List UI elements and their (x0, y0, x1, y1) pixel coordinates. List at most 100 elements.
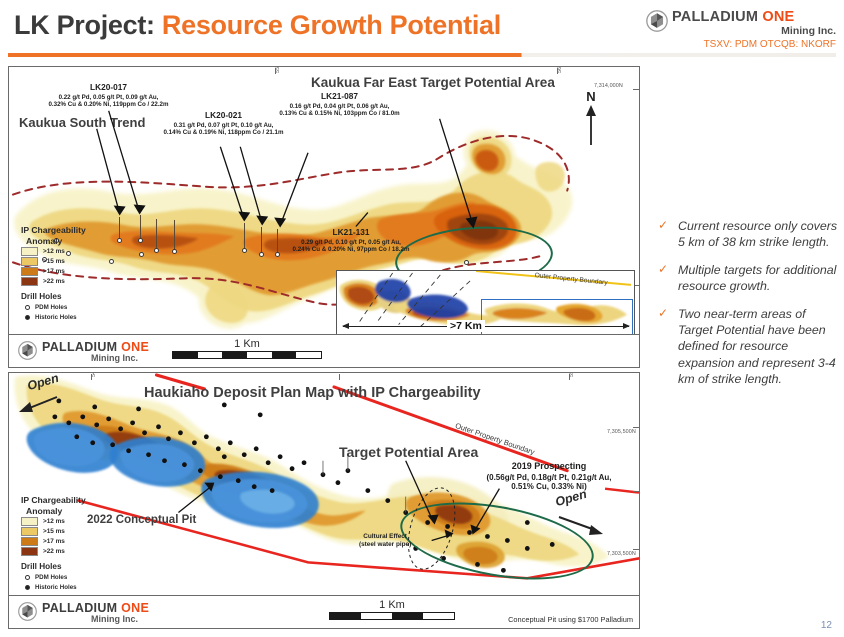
drill-hole-stem (140, 215, 141, 238)
check-icon: ✓ (658, 261, 669, 276)
kaukua-map-panel[interactable]: Kaukua Far East Target Potential Area Ka… (8, 66, 640, 368)
check-icon: ✓ (658, 305, 669, 320)
ticker-symbols: TSXV: PDM OTCQB: NKORF (703, 39, 836, 50)
brand-subtitle: Mining Inc. (781, 25, 836, 37)
drill-hole-stem (277, 229, 278, 253)
frame-tick (91, 374, 92, 380)
scale-bar-graphic (329, 612, 455, 620)
drill-hole-marker[interactable] (154, 248, 159, 253)
list-item: ✓ Current resource only covers 5 km of 3… (652, 218, 842, 251)
haukiaho-ip-chargeability-raster (14, 375, 610, 569)
brand-logo: PALLADIUM ONE Mining Inc. TSXV: PDM OTCQ… (646, 8, 836, 54)
frame-tick (633, 285, 639, 286)
legend-drill-row: Historic Holes (21, 314, 86, 321)
frame-tick (633, 491, 639, 492)
scale-label: 1 Km (234, 338, 260, 350)
inset-property-boundary-line (475, 271, 632, 286)
drill-hole-marker[interactable] (259, 252, 264, 257)
drill-hole-marker[interactable] (139, 252, 144, 257)
drill-hole-marker[interactable] (172, 249, 177, 254)
inset-dimension-label: >7 Km (447, 320, 485, 332)
annotation-leader-lines (96, 110, 478, 229)
scale-bar-top: 1 Km (172, 338, 322, 359)
scale-label: 1 Km (379, 599, 405, 611)
drill-hole-marker[interactable] (275, 252, 280, 257)
haukiaho-drill-holes (52, 398, 555, 573)
key-points-list: ✓ Current resource only covers 5 km of 3… (652, 218, 842, 399)
frame-tick (569, 374, 570, 380)
drill-hole-marker[interactable] (138, 238, 143, 243)
frame-tick (633, 89, 639, 90)
drill-hole-stem (174, 220, 175, 250)
inset-dimension-arrow (342, 323, 630, 329)
legend-swatch (21, 537, 38, 546)
drill-hole-marker[interactable] (109, 259, 114, 264)
frame-tick (339, 374, 340, 380)
list-item-text: Multiple targets for additional resource… (678, 262, 837, 294)
pdm-hole-icon (25, 575, 30, 581)
conceptual-pit-label: 2022 Conceptual Pit (87, 514, 197, 526)
legend-drill-row: PDM Holes (21, 574, 86, 581)
legend-swatch (21, 277, 38, 286)
north-arrow: N (581, 89, 601, 151)
ip-chargeability-legend-top: IP Chargeability Anomaly >12 ms >15 ms >… (21, 225, 86, 321)
historic-hole-icon (25, 585, 30, 591)
coord-label-north-bottom: 7,303,500N (607, 551, 636, 557)
ip-chargeability-legend-bottom: IP Chargeability Anomaly >12 ms >15 ms >… (21, 495, 86, 591)
regional-inset-map[interactable]: Outer Property Boundary >7 Km (336, 270, 635, 336)
kaukua-ip-chargeability-raster (14, 130, 573, 329)
north-label: N (586, 89, 596, 104)
legend-class-row: >15 ms (21, 257, 86, 267)
brand-name: PALLADIUM ONE (672, 9, 795, 25)
frame-tick (633, 427, 639, 428)
palladium-logo-icon (18, 602, 37, 621)
palladium-logo-icon (18, 341, 37, 360)
legend-class-row: >22 ms (21, 547, 86, 557)
hole-label-lk21-131: LK21-131 0.29 g/t Pd, 0.10 g/t Pt, 0.05 … (292, 227, 410, 254)
pdm-hole-icon (25, 305, 30, 311)
kaukua-far-east-title: Kaukua Far East Target Potential Area (311, 75, 555, 90)
inset-highlight-box (481, 299, 633, 335)
list-item: ✓ Two near-term areas of Target Potentia… (652, 306, 842, 388)
drill-hole-marker[interactable] (242, 248, 247, 253)
hole-label-lk21-087: LK21-087 0.16 g/t Pd, 0.04 g/t Pt, 0.06 … (279, 91, 400, 118)
legend-swatch (21, 517, 38, 526)
legend-swatch (21, 547, 38, 556)
legend-swatch (21, 257, 38, 266)
drill-hole-marker[interactable] (117, 238, 122, 243)
legend-class-row: >12 ms (21, 247, 86, 257)
legend-drill-row: Historic Holes (21, 584, 86, 591)
page-title-main: LK Project: (14, 10, 162, 40)
legend-swatch (21, 527, 38, 536)
drill-hole-stem (119, 217, 120, 239)
scale-bar-bottom: 1 Km (329, 599, 455, 620)
property-boundary-dashed (11, 134, 570, 306)
historic-hole-icon (25, 315, 30, 321)
drill-hole-marker[interactable] (464, 260, 469, 265)
drill-hole-marker[interactable] (54, 238, 59, 243)
palladium-logo-icon (646, 10, 668, 32)
pit-price-note: Conceptual Pit using $1700 Palladium (508, 615, 633, 624)
coord-label-north-top: 7,314,000N (594, 83, 623, 89)
page-number: 12 (820, 620, 832, 631)
haukiaho-map-title: Haukiaho Deposit Plan Map with IP Charge… (144, 385, 481, 401)
map-footer-top: PALLADIUM ONE Mining Inc. 1 Km (9, 334, 639, 367)
prospecting-label: 2019 Prospecting (0.56g/t Pd, 0.18g/t Pt… (486, 461, 612, 492)
frame-tick (557, 68, 558, 74)
drill-holes-heading: Drill Holes (21, 292, 62, 302)
open-arrow-right-icon (558, 516, 603, 535)
legend-heading: IP Chargeability Anomaly (21, 225, 86, 246)
hole-label-lk20-017: LK20-017 0.22 g/t Pd, 0.05 g/t Pt, 0.09 … (48, 82, 169, 109)
annotation-leader-lines-bottom (178, 460, 500, 542)
drill-hole-marker[interactable] (66, 251, 71, 256)
drill-hole-marker[interactable] (42, 257, 47, 262)
list-item: ✓ Multiple targets for additional resour… (652, 262, 842, 295)
legend-class-row: >22 ms (21, 277, 86, 287)
frame-tick (633, 549, 639, 550)
cultural-effect-label: Cultural Effect (steel water pipe) (359, 533, 412, 548)
drill-hole-stem (156, 219, 157, 249)
drill-hole-stem (244, 223, 245, 249)
drill-holes-heading: Drill Holes (21, 562, 62, 572)
haukiaho-map-panel[interactable]: Outer Property Boundary Haukiaho Deposit… (8, 372, 640, 629)
